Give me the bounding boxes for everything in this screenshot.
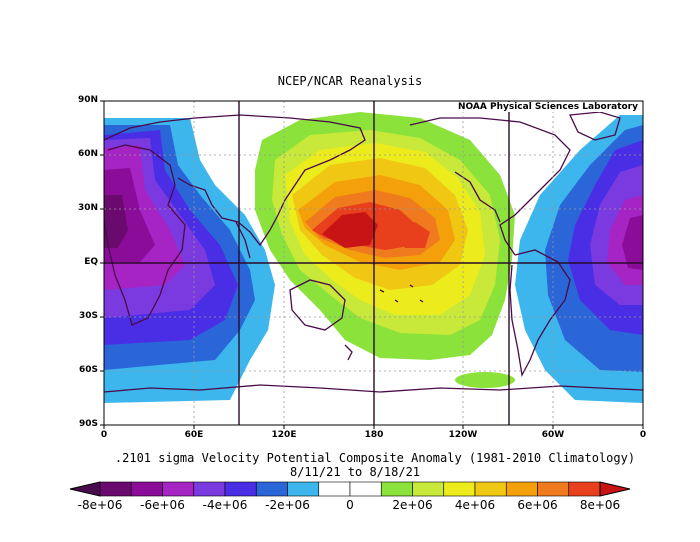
caption-variable: .2101 sigma Velocity Potential Composite… bbox=[114, 451, 636, 465]
colorbar-swatch bbox=[349, 481, 382, 497]
colorbar-swatch bbox=[412, 481, 445, 497]
lon-label: 120E bbox=[271, 430, 297, 440]
colorbar-swatch bbox=[162, 481, 195, 497]
credit-label: NOAA Physical Sciences Laboratory bbox=[455, 102, 640, 112]
colorbar-swatch bbox=[255, 481, 288, 497]
lat-label: 90N bbox=[77, 95, 98, 105]
lat-label: 60N bbox=[77, 149, 98, 159]
colorbar-label: 8e+06 bbox=[579, 498, 621, 512]
colorbar-swatch bbox=[318, 481, 351, 497]
lon-label: 60E bbox=[184, 430, 204, 440]
lat-label: EQ bbox=[84, 257, 98, 267]
lon-label: 60W bbox=[541, 430, 565, 440]
colorbar-swatch bbox=[224, 481, 257, 497]
lat-label: 30S bbox=[78, 311, 98, 321]
colorbar-label: -8e+06 bbox=[77, 498, 123, 512]
colorbar-swatch bbox=[130, 481, 163, 497]
caption-dates: 8/11/21 to 8/18/21 bbox=[289, 465, 421, 479]
lon-label: 120W bbox=[448, 430, 478, 440]
colorbar-swatch bbox=[193, 481, 226, 497]
colorbar-left-arrow bbox=[69, 481, 101, 497]
colorbar-swatch bbox=[380, 481, 413, 497]
positive-anomaly-pacific bbox=[255, 112, 515, 388]
colorbar-swatch bbox=[568, 481, 601, 497]
coastlines bbox=[104, 111, 643, 393]
lon-label: 180 bbox=[364, 430, 384, 440]
colorbar-swatch bbox=[287, 481, 320, 497]
colorbar-label: -2e+06 bbox=[265, 498, 310, 512]
colorbar-swatch bbox=[505, 481, 538, 497]
colorbar bbox=[69, 481, 631, 497]
colorbar-label: 2e+06 bbox=[392, 498, 433, 512]
colorbar-swatch bbox=[443, 481, 476, 497]
colorbar-label: 6e+06 bbox=[517, 498, 558, 512]
lon-label: 0 bbox=[100, 430, 108, 440]
map-title: NCEP/NCAR Reanalysis bbox=[277, 74, 423, 88]
colorbar-label: -4e+06 bbox=[202, 498, 248, 512]
lat-label: 30N bbox=[77, 203, 98, 213]
colorbar-swatch bbox=[99, 481, 132, 497]
reference-lines bbox=[104, 101, 643, 425]
colorbar-label: 4e+06 bbox=[454, 498, 496, 512]
colorbar-swatch bbox=[537, 481, 570, 497]
lon-label: 0 bbox=[639, 430, 647, 440]
colorbar-label: -6e+06 bbox=[140, 498, 185, 512]
lat-label: 60S bbox=[78, 365, 98, 375]
negative-anomaly-west bbox=[104, 118, 275, 403]
lat-label: 90S bbox=[78, 419, 98, 429]
axis-ticks bbox=[100, 100, 644, 429]
negative-anomaly-east bbox=[515, 115, 643, 403]
colorbar-right-arrow bbox=[599, 481, 631, 497]
colorbar-swatch bbox=[474, 481, 507, 497]
colorbar-label: 0 bbox=[346, 498, 354, 512]
